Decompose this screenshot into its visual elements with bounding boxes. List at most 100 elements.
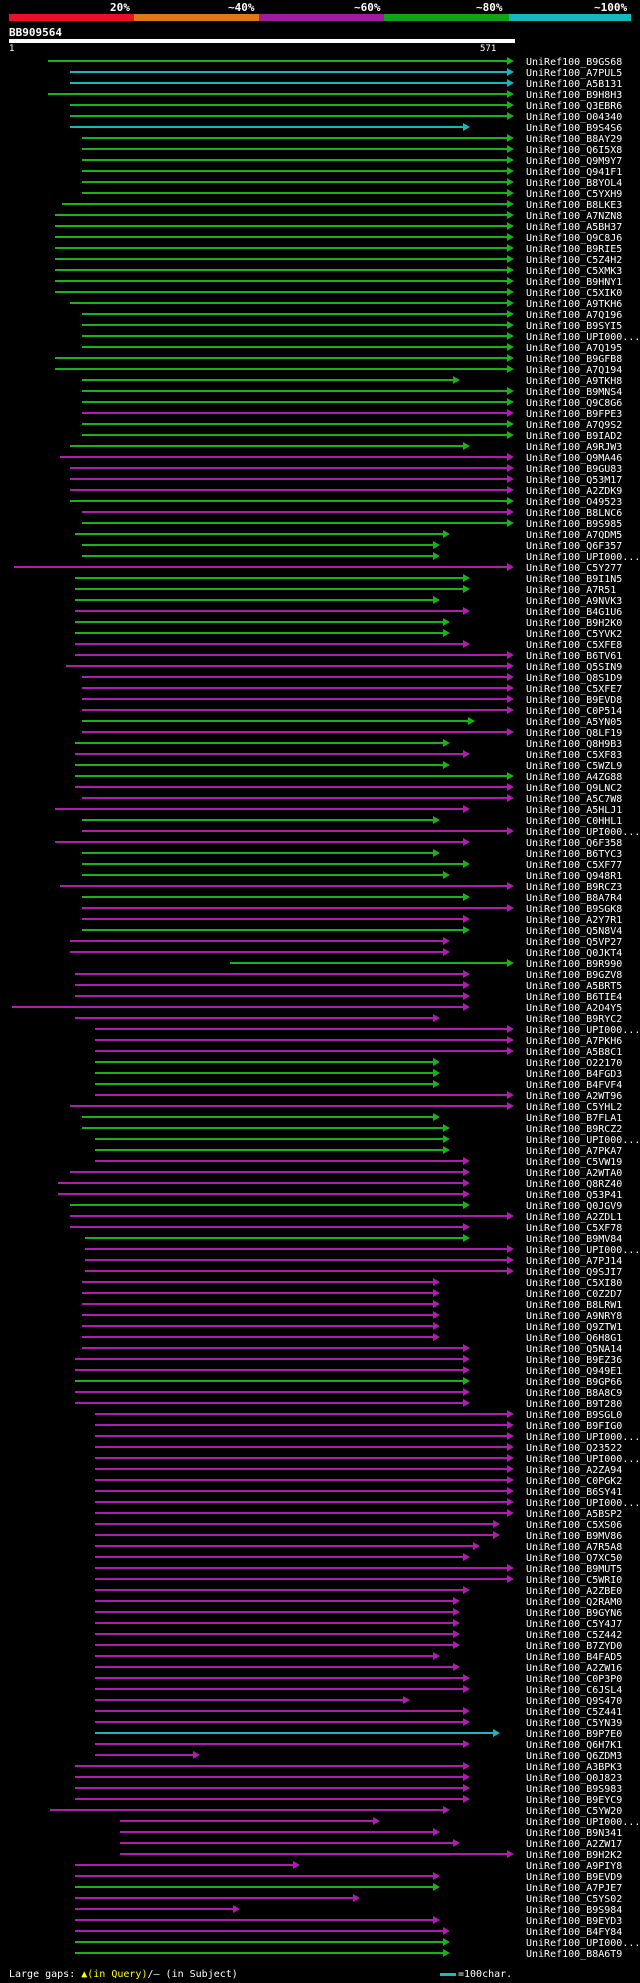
hit-label[interactable]: UniRef100_B9IAD2: [526, 431, 622, 442]
hit-row[interactable]: UniRef100_C0P514: [82, 706, 622, 717]
hit-row[interactable]: UniRef100_Q3EBR6: [70, 101, 622, 112]
hit-row[interactable]: UniRef100_B8A7R4: [82, 893, 622, 904]
hit-label[interactable]: UniRef100_B9EVD8: [526, 695, 622, 706]
hit-row[interactable]: UniRef100_A2WTA0: [70, 1168, 622, 1179]
hit-label[interactable]: UniRef100_B9S983: [526, 1784, 622, 1795]
hit-label[interactable]: UniRef100_A5YN05: [526, 717, 622, 728]
hit-row[interactable]: UniRef100_A5BSP2: [95, 1509, 622, 1520]
hit-label[interactable]: UniRef100_C0HHL1: [526, 816, 622, 827]
hit-label[interactable]: UniRef100_O49523: [526, 497, 622, 508]
hit-row[interactable]: UniRef100_B9MNS4: [82, 387, 622, 398]
hit-label[interactable]: UniRef100_B9MUT5: [526, 1564, 622, 1575]
hit-row[interactable]: UniRef100_A2ZBE0: [95, 1586, 622, 1597]
hit-row[interactable]: UniRef100_Q948R1: [82, 871, 622, 882]
hit-row[interactable]: UniRef100_A2ZA94: [95, 1465, 622, 1476]
hit-row[interactable]: UniRef100_B8A6T9: [75, 1949, 622, 1960]
hit-row[interactable]: UniRef100_B9SGK8: [82, 904, 622, 915]
hit-label[interactable]: UniRef100_Q9ZTW1: [526, 1322, 622, 1333]
hit-row[interactable]: UniRef100_Q6ZDM3: [95, 1751, 622, 1762]
hit-row[interactable]: UniRef100_A7PKH6: [95, 1036, 622, 1047]
hit-row[interactable]: UniRef100_C5YN39: [95, 1718, 622, 1729]
hit-label[interactable]: UniRef100_A7R51: [526, 585, 616, 596]
hit-label[interactable]: UniRef100_Q8H9B3: [526, 739, 622, 750]
hit-label[interactable]: UniRef100_A2ZDK9: [526, 486, 622, 497]
hit-label[interactable]: UniRef100_Q6F357: [526, 541, 622, 552]
hit-row[interactable]: UniRef100_B9H8H3: [48, 90, 622, 101]
hit-row[interactable]: UniRef100_A9NRY8: [82, 1311, 622, 1322]
hit-row[interactable]: UniRef100_Q53M17: [70, 475, 622, 486]
hit-label[interactable]: UniRef100_B9RCZ3: [526, 882, 622, 893]
hit-label[interactable]: UniRef100_UPI000...: [526, 1135, 640, 1146]
hit-label[interactable]: UniRef100_C5XMK3: [526, 266, 622, 277]
hit-label[interactable]: UniRef100_A2ZW16: [526, 1663, 622, 1674]
hit-row[interactable]: UniRef100_B9EVD9: [75, 1872, 622, 1883]
hit-row[interactable]: UniRef100_UPI000...: [95, 1498, 640, 1509]
hit-row[interactable]: UniRef100_UPI000...: [85, 1245, 640, 1256]
hit-row[interactable]: UniRef100_B6TYC3: [82, 849, 622, 860]
hit-row[interactable]: UniRef100_B9H2K2: [120, 1850, 622, 1861]
hit-row[interactable]: UniRef100_B9EYD3: [75, 1916, 622, 1927]
hit-label[interactable]: UniRef100_A3BPK3: [526, 1762, 622, 1773]
hit-label[interactable]: UniRef100_Q53M17: [526, 475, 622, 486]
hit-label[interactable]: UniRef100_UPI000...: [526, 1245, 640, 1256]
hit-row[interactable]: UniRef100_C5VW19: [95, 1157, 622, 1168]
hit-row[interactable]: UniRef100_Q8S1D9: [82, 673, 622, 684]
hit-row[interactable]: UniRef100_Q9ZTW1: [82, 1322, 622, 1333]
hit-label[interactable]: UniRef100_A9NRY8: [526, 1311, 622, 1322]
hit-label[interactable]: UniRef100_O22170: [526, 1058, 622, 1069]
hit-row[interactable]: UniRef100_B9RIE5: [55, 244, 622, 255]
hit-row[interactable]: UniRef100_Q6I5X8: [82, 145, 622, 156]
hit-label[interactable]: UniRef100_C5Z442: [526, 1630, 622, 1641]
hit-label[interactable]: UniRef100_A5B131: [526, 79, 622, 90]
hit-row[interactable]: UniRef100_C5YHL2: [70, 1102, 622, 1113]
hit-row[interactable]: UniRef100_C5XFE7: [82, 684, 622, 695]
hit-label[interactable]: UniRef100_B9MV86: [526, 1531, 622, 1542]
hit-row[interactable]: UniRef100_B9I1N5: [75, 574, 622, 585]
hit-label[interactable]: UniRef100_C6JSL4: [526, 1685, 622, 1696]
hit-label[interactable]: UniRef100_A9TKH6: [526, 299, 622, 310]
hit-row[interactable]: UniRef100_Q0JGV9: [70, 1201, 622, 1212]
hit-row[interactable]: UniRef100_A2O4Y5: [12, 1003, 622, 1014]
hit-label[interactable]: UniRef100_C5WRI0: [526, 1575, 622, 1586]
hit-label[interactable]: UniRef100_B4FVF4: [526, 1080, 622, 1091]
hit-label[interactable]: UniRef100_A2ZA94: [526, 1465, 622, 1476]
hit-row[interactable]: UniRef100_B6SY41: [95, 1487, 622, 1498]
hit-row[interactable]: UniRef100_O22170: [95, 1058, 622, 1069]
hit-row[interactable]: UniRef100_Q9LNC2: [75, 783, 622, 794]
hit-row[interactable]: UniRef100_A2ZDL1: [70, 1212, 622, 1223]
hit-label[interactable]: UniRef100_Q0JGV9: [526, 1201, 622, 1212]
hit-row[interactable]: UniRef100_C5XF83: [75, 750, 622, 761]
hit-row[interactable]: UniRef100_B9SYI5: [82, 321, 622, 332]
hit-label[interactable]: UniRef100_A7Q195: [526, 343, 622, 354]
hit-row[interactable]: UniRef100_B9GS68: [48, 57, 622, 68]
hit-label[interactable]: UniRef100_B9MNS4: [526, 387, 622, 398]
hit-label[interactable]: UniRef100_B4FAD5: [526, 1652, 622, 1663]
hit-label[interactable]: UniRef100_Q948R1: [526, 871, 622, 882]
hit-row[interactable]: UniRef100_B9GZV8: [75, 970, 622, 981]
hit-row[interactable]: UniRef100_B8AY29: [82, 134, 622, 145]
hit-row[interactable]: UniRef100_A7R5A8: [95, 1542, 622, 1553]
hit-label[interactable]: UniRef100_A5BRT5: [526, 981, 622, 992]
hit-row[interactable]: UniRef100_Q9SJI7: [85, 1267, 622, 1278]
hit-row[interactable]: UniRef100_UPI000...: [82, 827, 640, 838]
hit-row[interactable]: UniRef100_Q5NA14: [82, 1344, 622, 1355]
hit-label[interactable]: UniRef100_UPI000...: [526, 1025, 640, 1036]
hit-label[interactable]: UniRef100_B8A7R4: [526, 893, 622, 904]
hit-row[interactable]: UniRef100_A7Q195: [82, 343, 622, 354]
hit-row[interactable]: UniRef100_B4FGD3: [95, 1069, 622, 1080]
hit-label[interactable]: UniRef100_B9FPE3: [526, 409, 622, 420]
hit-row[interactable]: UniRef100_B9MUT5: [95, 1564, 622, 1575]
hit-row[interactable]: UniRef100_Q9S470: [95, 1696, 622, 1707]
hit-label[interactable]: UniRef100_C5Z441: [526, 1707, 622, 1718]
hit-label[interactable]: UniRef100_Q53P41: [526, 1190, 622, 1201]
hit-label[interactable]: UniRef100_B9P7E0: [526, 1729, 622, 1740]
hit-row[interactable]: UniRef100_Q53P41: [58, 1190, 622, 1201]
hit-label[interactable]: UniRef100_B9SYI5: [526, 321, 622, 332]
hit-label[interactable]: UniRef100_C5XF83: [526, 750, 622, 761]
hit-label[interactable]: UniRef100_Q8S1D9: [526, 673, 622, 684]
hit-row[interactable]: UniRef100_B9EVD8: [82, 695, 622, 706]
hit-label[interactable]: UniRef100_C5XS06: [526, 1520, 622, 1531]
hit-row[interactable]: UniRef100_A9RJW3: [70, 442, 622, 453]
hit-row[interactable]: UniRef100_A9TKH6: [70, 299, 622, 310]
hit-row[interactable]: UniRef100_A7PJ14: [85, 1256, 622, 1267]
